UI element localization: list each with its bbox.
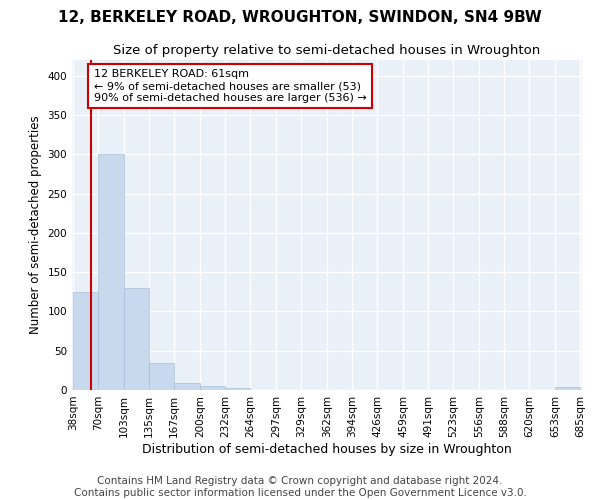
Text: Contains HM Land Registry data © Crown copyright and database right 2024.
Contai: Contains HM Land Registry data © Crown c… xyxy=(74,476,526,498)
Bar xyxy=(556,387,580,390)
Bar xyxy=(124,288,149,390)
Bar xyxy=(200,386,225,390)
Title: Size of property relative to semi-detached houses in Wroughton: Size of property relative to semi-detach… xyxy=(113,44,541,58)
Bar xyxy=(73,292,98,390)
Y-axis label: Number of semi-detached properties: Number of semi-detached properties xyxy=(29,116,42,334)
Text: 12, BERKELEY ROAD, WROUGHTON, SWINDON, SN4 9BW: 12, BERKELEY ROAD, WROUGHTON, SWINDON, S… xyxy=(58,10,542,25)
X-axis label: Distribution of semi-detached houses by size in Wroughton: Distribution of semi-detached houses by … xyxy=(142,442,512,456)
Bar xyxy=(174,383,200,390)
Bar xyxy=(225,388,250,390)
Bar xyxy=(149,362,174,390)
Bar xyxy=(98,154,124,390)
Text: 12 BERKELEY ROAD: 61sqm
← 9% of semi-detached houses are smaller (53)
90% of sem: 12 BERKELEY ROAD: 61sqm ← 9% of semi-det… xyxy=(94,70,367,102)
